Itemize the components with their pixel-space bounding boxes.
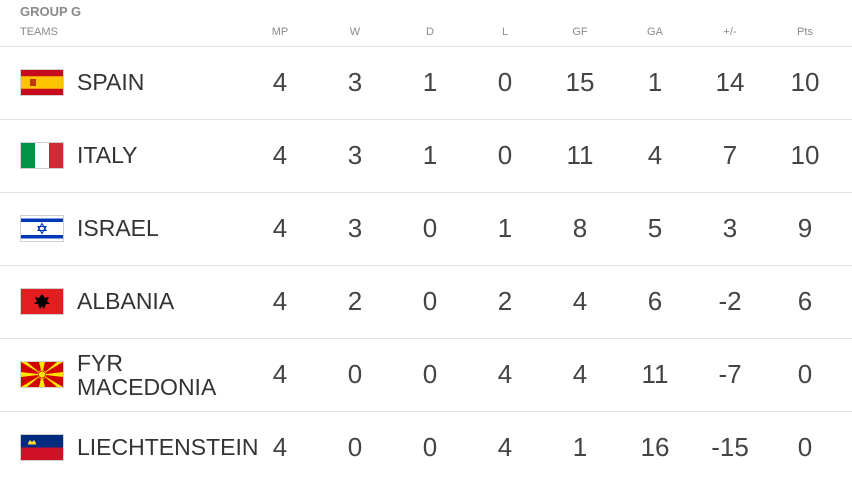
stat-gf: 8 <box>572 213 588 243</box>
stat-l: 1 <box>497 213 513 243</box>
stat-w: 3 <box>347 213 363 243</box>
table-row[interactable]: SPAIN 4 3 1 0 15 1 14 10 <box>0 46 852 119</box>
table-row[interactable]: FYR MACEDONIA 4 0 0 4 4 11 -7 0 <box>0 338 852 411</box>
header-teams: TEAMS <box>20 26 58 38</box>
stat-mp: 4 <box>272 67 288 97</box>
stat-d: 0 <box>422 359 438 389</box>
header-l: L <box>501 26 509 38</box>
team-name[interactable]: ITALY <box>77 142 138 168</box>
standings-header: TEAMS MP W D L GF GA +/- Pts <box>0 24 852 44</box>
team-name[interactable]: LIECHTENSTEIN <box>77 434 259 460</box>
stat-mp: 4 <box>272 432 288 462</box>
team-name[interactable]: ISRAEL <box>77 215 159 241</box>
group-title: GROUP G <box>20 4 82 19</box>
stat-w: 3 <box>347 140 363 170</box>
stat-d: 0 <box>422 432 438 462</box>
stat-mp: 4 <box>272 286 288 316</box>
stat-pts: 10 <box>790 67 820 97</box>
stat-gd: 7 <box>722 140 738 170</box>
stat-ga: 16 <box>640 432 670 462</box>
stat-gf: 15 <box>565 67 595 97</box>
stat-gf: 4 <box>572 359 588 389</box>
stat-pts: 0 <box>797 359 813 389</box>
team-name[interactable]: ALBANIA <box>77 288 175 314</box>
stat-mp: 4 <box>272 213 288 243</box>
stat-l: 4 <box>497 432 513 462</box>
stat-l: 0 <box>497 140 513 170</box>
stat-ga: 1 <box>647 67 663 97</box>
stat-pts: 6 <box>797 286 813 316</box>
stat-mp: 4 <box>272 140 288 170</box>
team-name-line2: MACEDONIA <box>77 374 217 400</box>
stat-ga: 11 <box>641 359 669 389</box>
spain-flag-icon <box>20 69 64 96</box>
stat-gd: 14 <box>715 67 745 97</box>
stat-l: 0 <box>497 67 513 97</box>
stat-w: 0 <box>347 432 363 462</box>
stat-ga: 4 <box>647 140 663 170</box>
stat-d: 0 <box>422 213 438 243</box>
stat-ga: 5 <box>647 213 663 243</box>
stat-w: 0 <box>347 359 363 389</box>
table-row[interactable]: ISRAEL 4 3 0 1 8 5 3 9 <box>0 192 852 265</box>
italy-flag-icon <box>20 142 64 169</box>
macedonia-flag-icon <box>20 361 64 388</box>
team-name[interactable]: SPAIN <box>77 69 145 95</box>
stat-l: 2 <box>497 286 513 316</box>
stat-d: 0 <box>422 286 438 316</box>
stat-d: 1 <box>422 67 438 97</box>
stat-gf: 1 <box>572 432 588 462</box>
stat-gd: -15 <box>711 432 749 462</box>
team-name-line1: FYR <box>77 350 123 376</box>
header-ga: GA <box>647 26 663 38</box>
stat-gd: -2 <box>718 286 742 316</box>
albania-flag-icon <box>20 288 64 315</box>
team-name[interactable]: FYR MACEDONIA <box>77 351 216 399</box>
stat-pts: 0 <box>797 432 813 462</box>
standings-table: SPAIN 4 3 1 0 15 1 14 10 ITALY 4 3 1 0 1… <box>0 46 852 484</box>
table-row[interactable]: LIECHTENSTEIN 4 0 0 4 1 16 -15 0 <box>0 411 852 484</box>
header-mp: MP <box>271 26 289 38</box>
stat-d: 1 <box>422 140 438 170</box>
stat-pts: 9 <box>797 213 813 243</box>
stat-gf: 11 <box>566 140 594 170</box>
stat-w: 2 <box>347 286 363 316</box>
header-w: W <box>349 26 361 38</box>
header-pts: Pts <box>797 26 813 38</box>
stat-pts: 10 <box>790 140 820 170</box>
stat-mp: 4 <box>272 359 288 389</box>
table-row[interactable]: ITALY 4 3 1 0 11 4 7 10 <box>0 119 852 192</box>
stat-w: 3 <box>347 67 363 97</box>
israel-flag-icon <box>20 215 64 242</box>
stat-gf: 4 <box>572 286 588 316</box>
stat-gd: 3 <box>722 213 738 243</box>
header-gf: GF <box>572 26 588 38</box>
table-row[interactable]: ALBANIA 4 2 0 2 4 6 -2 6 <box>0 265 852 338</box>
stat-gd: -7 <box>718 359 742 389</box>
header-d: D <box>426 26 434 38</box>
stat-ga: 6 <box>647 286 663 316</box>
header-gd: +/- <box>723 26 737 38</box>
liechtenstein-flag-icon <box>20 434 64 461</box>
stat-l: 4 <box>497 359 513 389</box>
